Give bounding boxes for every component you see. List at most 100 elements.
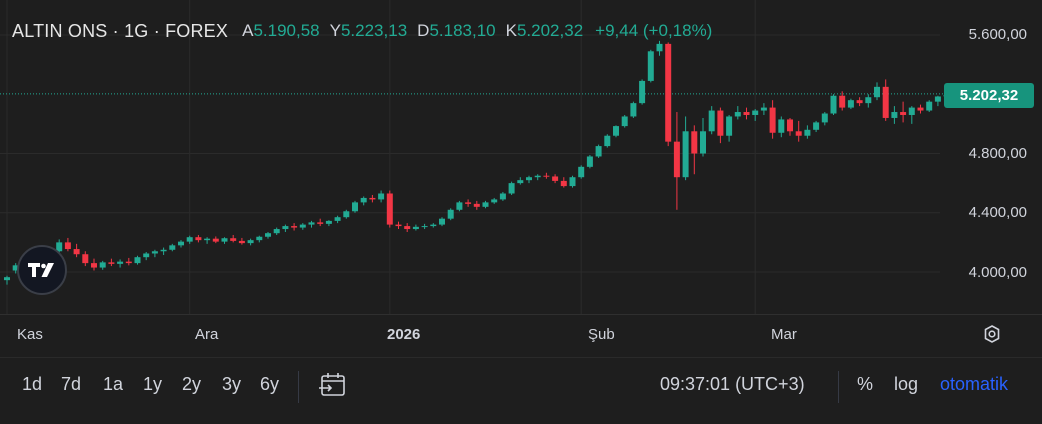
candle-body [99,262,106,268]
candle [386,190,393,228]
candle [778,116,785,138]
tradingview-logo-icon[interactable] [17,245,67,295]
high-value: 5.223,13 [340,21,408,40]
candle-body [334,217,341,221]
candle [178,240,184,248]
price-chart[interactable] [0,0,1042,357]
range-button-7d[interactable]: 7d [61,374,82,394]
candle-body [212,238,219,242]
candle-body [395,224,402,227]
candle-body [151,251,158,254]
candle-body [91,263,97,268]
candle [360,196,367,206]
candle [665,42,672,147]
candle [91,258,97,271]
candle [151,249,158,258]
range-button-1a[interactable]: 1a [103,374,124,394]
candle-body [778,119,785,133]
clock-display[interactable]: 09:37:01 (UTC+3) [660,374,805,394]
y-tick-label: 4.800,00 [968,145,1027,162]
candle-body [473,203,480,207]
candle [526,175,532,184]
candle [639,79,646,105]
candle [543,172,550,179]
candle [456,200,463,212]
candle [586,154,593,169]
candle [795,120,802,142]
candle-body [134,257,141,264]
goto-date-icon[interactable] [318,372,348,400]
candle-body [526,177,532,181]
candle [917,104,924,114]
candle [499,192,506,201]
candle-body [665,43,672,142]
range-button-2y[interactable]: 2y [182,374,202,394]
candle-body [926,101,933,111]
range-button-6y[interactable]: 6y [260,374,280,394]
candle [708,106,715,135]
symbol-title[interactable]: ALTIN ONS · 1G · FOREX [12,20,229,41]
toolbar-divider [298,371,299,403]
candle-body [4,277,10,281]
symbol-header: ALTIN ONS · 1G · FOREX A 5.190,58 Y 5.22… [12,18,712,44]
candle-body [386,193,393,225]
candle [378,190,385,203]
candle-body [934,96,941,102]
candle [691,125,698,175]
candle-body [282,226,289,230]
candle [299,223,306,230]
candle-body [613,126,619,136]
gear-icon[interactable] [978,320,1006,348]
candle [934,95,941,107]
candle-body [908,107,915,115]
candle [230,234,237,243]
candle [465,199,472,207]
candle [839,91,846,111]
candle [865,94,872,108]
candle-body [543,175,550,177]
candle [195,234,202,243]
candle-body [552,176,559,181]
candle-body [64,242,71,250]
candle-body [560,180,567,187]
candle-body [578,166,585,178]
candle-body [882,86,889,118]
bottom-toolbar [0,357,1042,424]
candle-body [604,135,611,147]
candle [439,217,445,227]
log-toggle[interactable]: log [894,374,919,394]
range-button-1d[interactable]: 1d [22,374,43,394]
candle-body [830,95,837,114]
candle-body [760,107,767,111]
candle-body [691,131,698,154]
candle [821,112,828,126]
range-button-1y[interactable]: 1y [143,374,163,394]
candle-body [865,97,872,104]
candle [308,220,315,228]
candle [421,223,428,230]
candle-body [178,241,184,246]
candle-body [917,107,924,111]
candle [186,235,193,244]
candle-body [404,226,411,230]
candle [430,223,437,228]
candle [317,218,324,227]
candle [578,165,585,179]
low-value: 5.183,10 [429,21,496,40]
toolbar-divider [838,371,839,403]
candle [900,101,907,123]
auto-scale-toggle[interactable]: otomatik [940,374,1009,394]
candle-body [726,116,733,136]
range-button-3y[interactable]: 3y [222,374,242,394]
candle [82,251,89,267]
candle [108,258,115,267]
candle-body [517,180,524,184]
candle [726,114,733,142]
candle [404,223,411,233]
candle [613,125,619,138]
candle [734,106,741,120]
candle-body [673,141,680,178]
y-tick-label: 5.600,00 [968,26,1027,43]
candle-body [352,202,358,212]
percent-toggle[interactable]: % [857,374,874,394]
